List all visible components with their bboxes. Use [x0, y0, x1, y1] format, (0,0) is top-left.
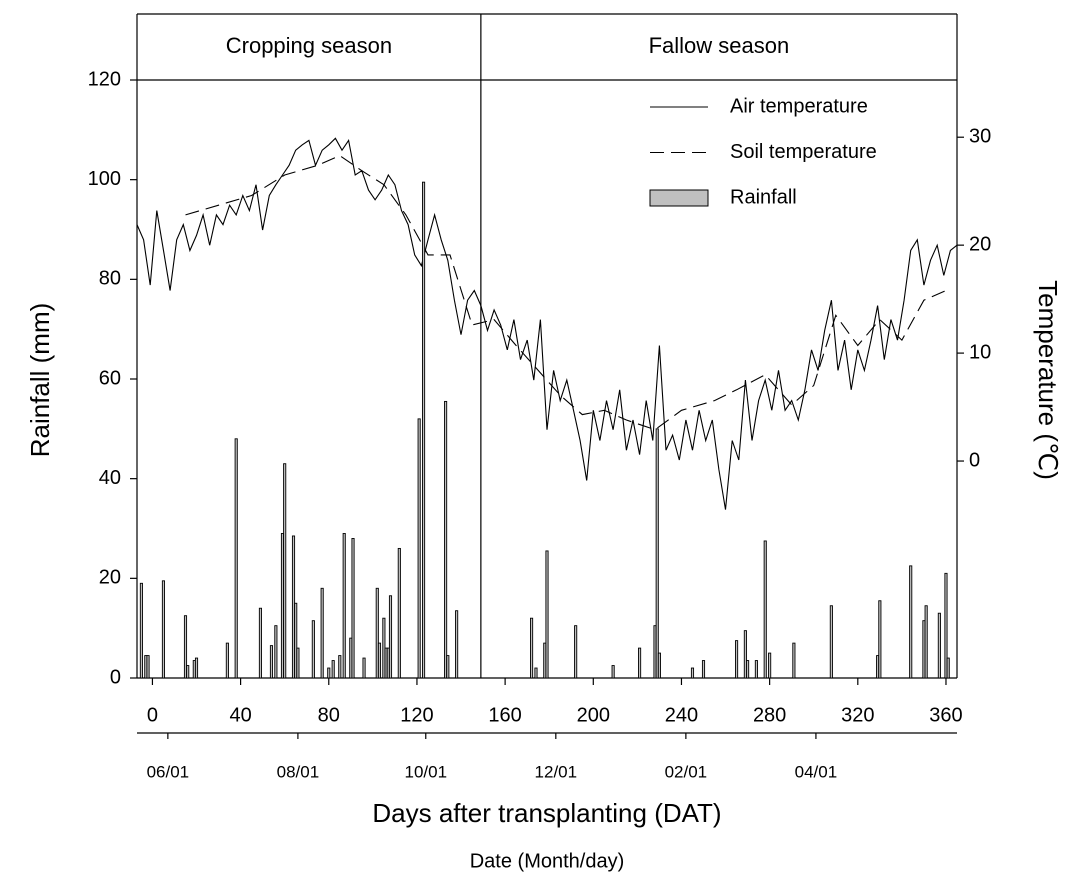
y2-tick-label: 10	[969, 341, 991, 363]
rainfall-bar	[763, 540, 767, 679]
rainfall-bar	[417, 418, 421, 679]
rainfall-bar	[768, 652, 772, 679]
y-tick-label: 0	[110, 666, 121, 688]
y2-tick-label: 20	[969, 233, 991, 255]
x-tick-label: 240	[665, 704, 698, 726]
rainfall-bar	[377, 642, 382, 679]
x-tick-label: 0	[147, 704, 158, 726]
rainfall-bar	[909, 565, 913, 679]
rainfall-bar	[225, 642, 229, 679]
rainfall-bar	[234, 438, 238, 679]
date-tick-label: 02/01	[665, 762, 708, 781]
x-tick-label: 280	[753, 704, 786, 726]
x-tick-label: 120	[400, 704, 433, 726]
x-tick-label: 360	[929, 704, 962, 726]
rainfall-bar	[362, 657, 366, 679]
rainfall-bar	[311, 620, 315, 679]
rainfall-bar	[258, 607, 262, 679]
y2-tick-label: 30	[969, 125, 991, 147]
rainfall-bar	[792, 642, 796, 679]
rainfall-bar	[655, 428, 659, 679]
rainfall-bar	[878, 600, 882, 679]
x-tick-label: 160	[488, 704, 521, 726]
rainfall-bar	[444, 400, 448, 679]
rainfall-bar	[342, 533, 346, 679]
rainfall-bar	[320, 587, 324, 679]
date-axis-title: Date (Month/day)	[470, 850, 625, 872]
legend-label: Soil temperature	[730, 141, 877, 163]
rainfall-bar	[186, 665, 190, 679]
rainfall-bar	[574, 625, 578, 679]
rainfall-bar	[422, 181, 426, 679]
rainfall-bar	[269, 645, 274, 679]
rainfall-bar	[530, 617, 534, 679]
season-label: Cropping season	[226, 33, 392, 58]
rainfall-bar	[146, 655, 150, 679]
rainfall-bar	[331, 660, 335, 679]
rainfall-bar	[735, 640, 739, 679]
y-tick-label: 40	[99, 467, 121, 489]
date-tick-label: 06/01	[147, 762, 190, 781]
rainfall-bar	[351, 538, 355, 679]
y-tick-label: 100	[88, 168, 121, 190]
date-tick-label: 04/01	[795, 762, 838, 781]
rainfall-bar	[296, 647, 300, 679]
y2-axis-title: Temperature (℃)	[1033, 280, 1063, 480]
rainfall-bar	[611, 665, 615, 679]
rainfall-bar	[375, 587, 379, 679]
rainfall-bar	[283, 463, 287, 679]
rainfall-bar	[194, 657, 199, 679]
y-tick-label: 80	[99, 268, 121, 290]
rainfall-bar	[274, 625, 278, 679]
y-axis-title: Rainfall (mm)	[25, 303, 55, 458]
rainfall-bar	[446, 655, 450, 679]
rainfall-bar	[139, 582, 143, 679]
rainfall-bar	[746, 660, 750, 679]
rainfall-bar	[937, 612, 941, 679]
legend-label: Air temperature	[730, 95, 868, 117]
rainfall-bar	[294, 602, 298, 679]
y2-tick-label: 0	[969, 449, 980, 471]
y-tick-label: 120	[88, 68, 121, 90]
rainfall-bar	[657, 652, 661, 679]
rainfall-bar	[638, 647, 642, 679]
date-tick-label: 12/01	[535, 762, 578, 781]
air-temperature-line	[136, 137, 958, 510]
legend-label: Rainfall	[730, 186, 797, 208]
rainfall-bar	[455, 610, 459, 679]
x-tick-label: 320	[841, 704, 874, 726]
rainfall-bar	[388, 595, 393, 679]
legend-swatch	[649, 189, 709, 207]
soil-temperature-line	[185, 154, 947, 431]
rainfall-bar	[944, 572, 948, 679]
date-tick-label: 10/01	[404, 762, 447, 781]
y-tick-label: 60	[99, 367, 121, 389]
rainfall-bar	[829, 605, 833, 679]
x-tick-label: 40	[229, 704, 251, 726]
rainfall-bar	[327, 667, 331, 679]
x-tick-label: 200	[577, 704, 610, 726]
rainfall-bar	[545, 550, 549, 679]
rainfall-bar	[690, 667, 695, 679]
rainfall-bar	[397, 547, 401, 679]
date-tick-label: 08/01	[277, 762, 320, 781]
rainfall-bar	[183, 615, 188, 679]
rainfall-bar	[161, 580, 166, 679]
rainfall-bar	[701, 660, 706, 679]
rainfall-bar	[743, 630, 747, 679]
x-axis-title: Days after transplanting (DAT)	[372, 798, 721, 828]
rainfall-bar	[946, 657, 950, 679]
rainfall-bar	[534, 667, 538, 679]
season-label: Fallow season	[649, 33, 790, 58]
x-tick-label: 80	[318, 704, 340, 726]
y-tick-label: 20	[99, 567, 121, 589]
rainfall-bar	[754, 660, 758, 679]
rainfall-bar	[924, 605, 928, 679]
rainfall-bar	[338, 655, 342, 679]
